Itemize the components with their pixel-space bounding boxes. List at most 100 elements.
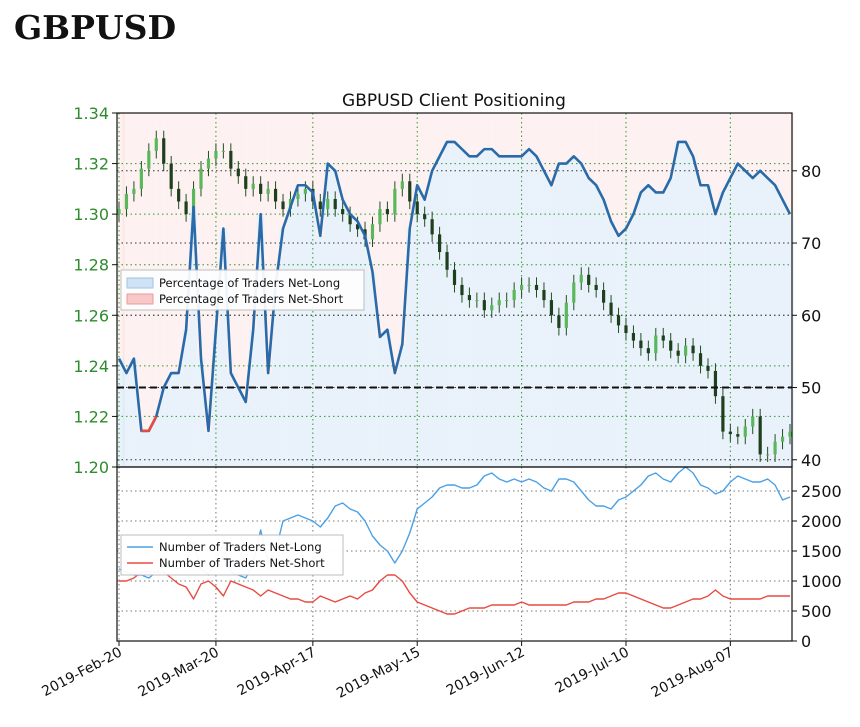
net-long-area-band [420,199,429,467]
price-candle-body [124,193,129,210]
net-short-area-band [316,113,325,236]
page-heading: GBPUSD [14,8,177,47]
price-candle-body [191,188,196,215]
series-layer [117,140,792,615]
net-long-area-band [525,149,533,468]
net-long-area-band [189,206,198,467]
price-candle-body [400,181,404,189]
price-candle-body [132,188,136,194]
net-long-area-band [413,185,421,467]
price-candle-body [341,209,345,215]
net-short-area-band [495,113,503,157]
price-candle-body [549,300,554,316]
price-candle-body [378,209,382,225]
net-short-area-band [428,113,436,171]
price-candle-body [162,138,166,164]
price-candle-body [572,282,576,303]
net-short-area-band [763,113,772,179]
net-short-area-band [398,113,407,345]
price-candle-body [505,300,509,302]
net-long-area-band [704,185,712,467]
price-candle-body [385,209,389,215]
net-long-area-band [346,214,354,467]
traders-net-short-line [119,571,790,615]
net-short-area-band [704,113,712,186]
net-long-area-band [271,286,280,467]
net-long-area-band [607,221,615,467]
net-long-area-band [763,178,772,468]
price-candle-body [266,188,270,194]
x-tick-label: 2019-Feb-20 [39,644,125,700]
price-candle-body [780,436,785,442]
net-long-area-band [748,178,757,468]
price-candle-body [758,416,762,455]
legend-swatch [126,293,154,305]
price-candle-body [147,150,151,169]
price-candle-body [408,181,412,202]
count-tick-label: 2000 [801,512,842,531]
net-long-area-band [711,214,720,467]
net-long-area-band [301,185,310,467]
net-long-area-band [719,192,727,467]
legend-label: Percentage of Traders Net-Long [159,276,340,290]
price-candle-body [602,290,606,303]
net-long-area-band [406,228,414,467]
net-short-area-band [420,113,429,200]
price-candle-body [370,224,375,240]
net-long-area-band [510,156,518,468]
price-candle-body [534,284,539,290]
net-long-area-band [778,199,787,467]
net-short-area-band [152,113,161,417]
price-candle-body [117,209,121,215]
count-tick-label: 0 [801,632,811,651]
net-short-area-band [748,113,757,179]
net-short-area-band [488,113,496,150]
net-short-area-band [607,113,615,222]
net-long-area-band [450,141,459,468]
net-long-area-band [249,329,257,467]
net-short-area-band [234,113,243,388]
net-long-area-band [234,387,243,467]
price-candle-body [490,305,494,311]
price-candle-body [452,269,457,285]
net-long-area-band [159,387,168,467]
price-candle-body [437,234,442,253]
net-long-area-band [204,430,213,467]
price-candle-body [736,434,740,437]
grid-layer [117,112,792,641]
net-short-area-band [502,113,511,157]
x-tick-label: 2019-Aug-07 [649,644,736,701]
price-candle-body [661,335,665,341]
net-long-area-band [383,329,392,467]
net-long-area-band [241,401,250,467]
x-tick-label: 2019-Jul-10 [553,644,632,696]
net-short-area-band [346,113,354,215]
price-candle-body [698,353,703,366]
price-candle-body [684,345,688,356]
net-long-area-band [584,178,593,468]
net-short-area-band [353,113,362,222]
net-long-area-band [182,329,190,467]
price-candle-body [587,274,591,285]
price-candle-body [467,295,472,301]
net-long-area-band [122,373,131,467]
traders-legend-box [120,534,344,576]
price-candle-body [355,224,360,230]
net-long-area-band [570,156,578,468]
net-long-area-band [547,185,556,467]
net-long-area-band [197,358,205,467]
net-long-area-band [316,235,325,467]
net-short-area-band [465,113,474,157]
net-short-area-band [689,113,697,157]
percent-tick-label: 70 [801,234,821,253]
price-candle-body [393,188,397,215]
price-candle-body [251,183,255,189]
net-short-area-band [577,113,585,164]
price-candle-body [184,201,188,215]
net-long-area-band [338,199,347,467]
price-candle-body [296,193,300,199]
net-long-area-band [696,185,705,467]
net-short-area-band [510,113,518,157]
price-candle-body [706,365,710,371]
price-candle-body [624,325,628,333]
